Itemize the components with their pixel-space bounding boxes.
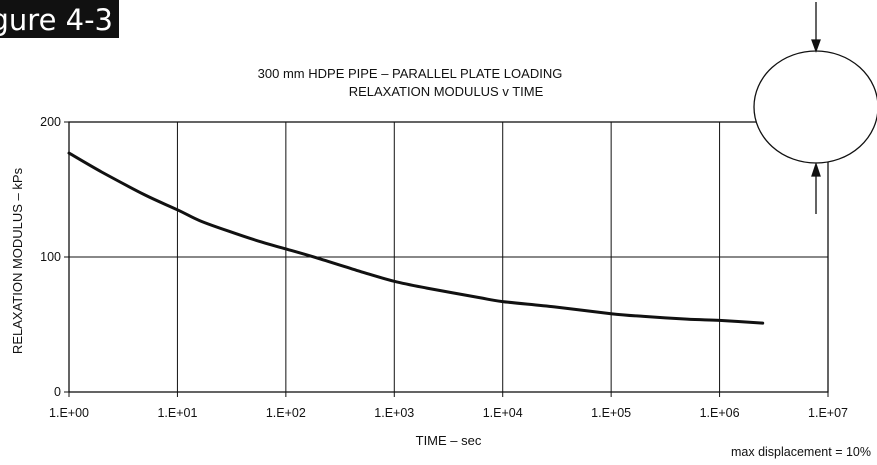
x-tick-label: 1.E+03 bbox=[374, 406, 414, 420]
x-tick-label: 1.E+07 bbox=[808, 406, 848, 420]
x-tick-label: 1.E+04 bbox=[483, 406, 523, 420]
chart-title: 300 mm HDPE PIPE – PARALLEL PLATE LOADIN… bbox=[257, 66, 563, 81]
y-tick-label: 0 bbox=[54, 385, 61, 399]
grid bbox=[64, 121, 829, 397]
y-tick-label: 100 bbox=[40, 250, 61, 264]
x-tick-label: 1.E+05 bbox=[591, 406, 631, 420]
relaxation-modulus-line bbox=[67, 151, 765, 325]
x-axis-label: TIME – sec bbox=[416, 433, 482, 448]
y-tick-label: 200 bbox=[40, 115, 61, 129]
series-layer bbox=[67, 151, 765, 325]
chart-subtitle: RELAXATION MODULUS v TIME bbox=[348, 84, 544, 99]
tick-labels: 1.E+00 1.E+01 1.E+02 1.E+03 1.E+04 1.E+05 1.E+… bbox=[40, 115, 848, 420]
x-tick-label: 1.E+01 bbox=[157, 406, 197, 420]
x-tick-label: 1.E+06 bbox=[700, 406, 740, 420]
plot-area-frame bbox=[68, 121, 829, 393]
x-tick-label: 1.E+02 bbox=[266, 406, 306, 420]
y-axis-label: RELAXATION MODULUS – kPs bbox=[10, 167, 25, 354]
pipe-cross-section bbox=[753, 50, 877, 164]
figure-number-badge: gure 4-3 bbox=[0, 0, 119, 38]
bottom-arrow-head bbox=[811, 161, 821, 177]
pipe-loading-diagram bbox=[753, 2, 877, 214]
displacement-note: max displacement = 10% bbox=[730, 445, 871, 459]
top-arrow-head bbox=[811, 39, 821, 53]
x-tick-label: 1.E+00 bbox=[49, 406, 89, 420]
figure-number: gure 4-3 bbox=[0, 3, 113, 37]
